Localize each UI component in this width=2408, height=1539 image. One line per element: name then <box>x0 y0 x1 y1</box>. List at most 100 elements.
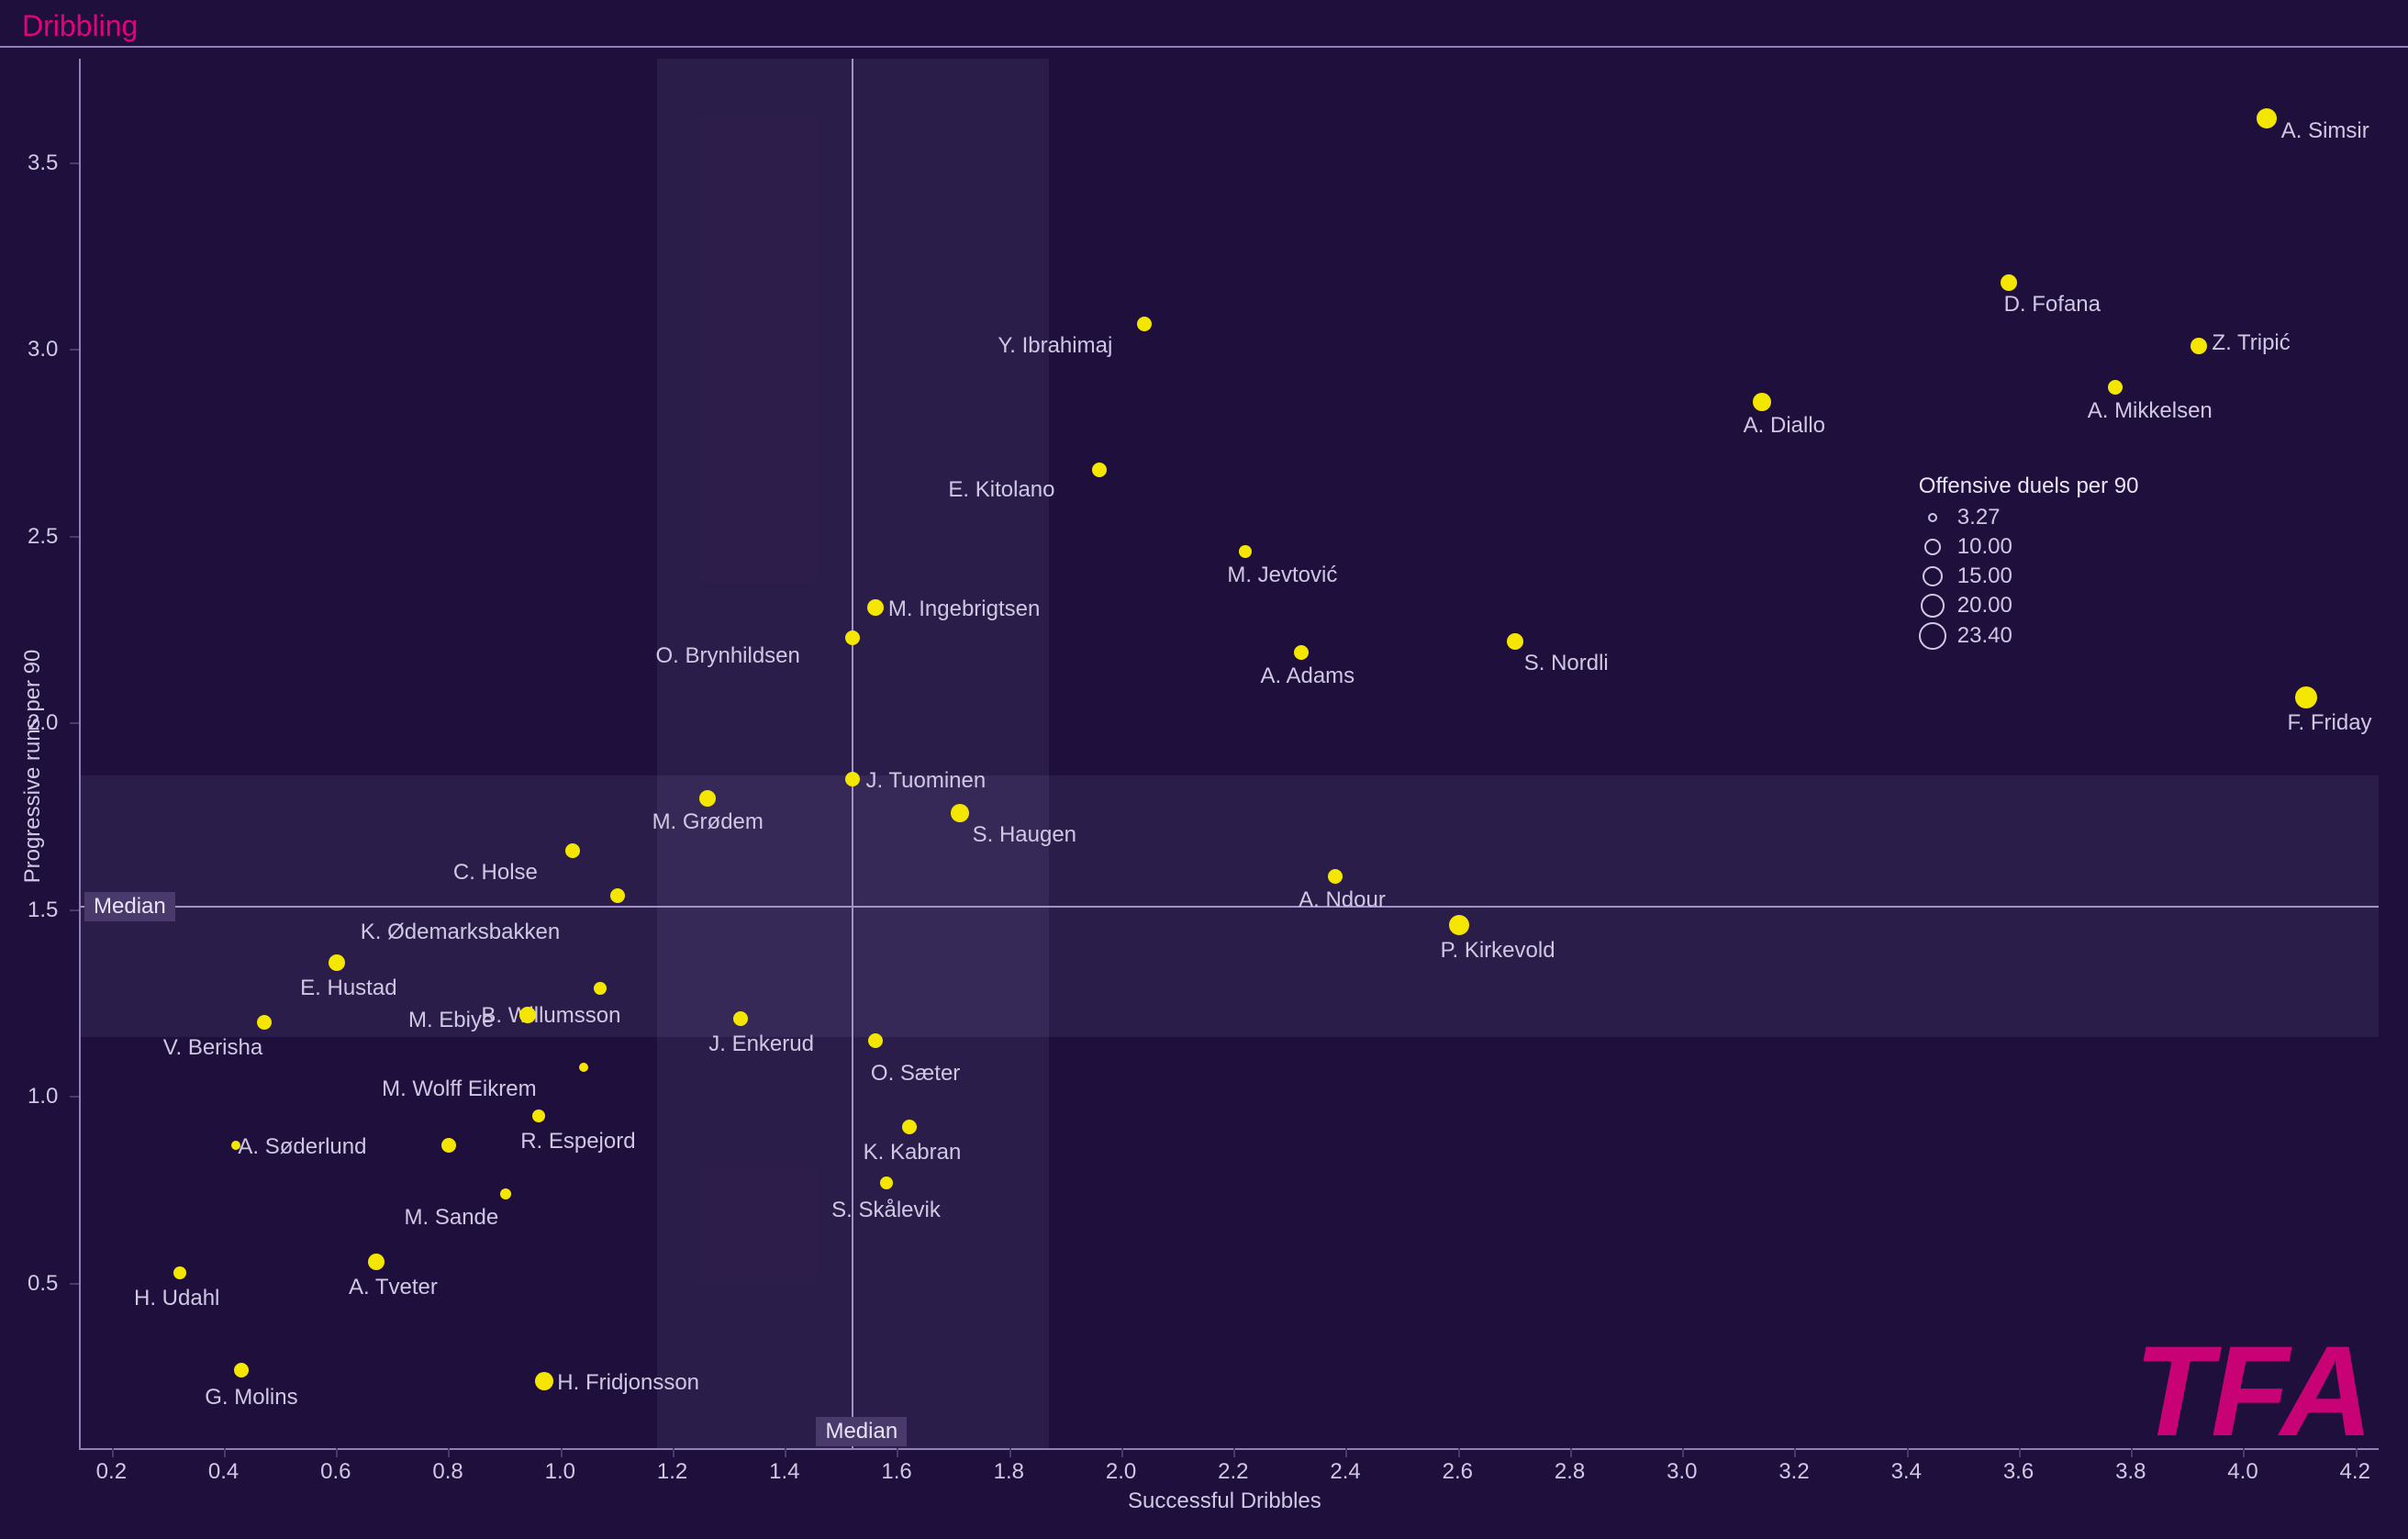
data-point-label: S. Nordli <box>1524 651 1609 676</box>
data-point-label: A. Søderlund <box>238 1134 366 1160</box>
data-point-label: H. Udahl <box>134 1286 219 1311</box>
legend-row: 15.00 <box>1919 563 2139 589</box>
data-point-label: A. Ndour <box>1299 887 1386 913</box>
legend-label: 20.00 <box>1957 593 2012 619</box>
data-point <box>951 804 969 822</box>
x-tick-label: 0.4 <box>208 1459 239 1485</box>
data-point <box>234 1363 249 1377</box>
data-point-label: S. Skålevik <box>831 1198 941 1223</box>
data-point-label: E. Hustad <box>300 976 396 1001</box>
data-point <box>699 790 716 807</box>
chart-title: Dribbling <box>22 9 138 43</box>
legend-title: Offensive duels per 90 <box>1919 474 2139 499</box>
x-tick <box>2019 1448 2021 1457</box>
legend-swatch <box>1928 513 1937 522</box>
data-point <box>368 1254 385 1270</box>
x-tick <box>1345 1448 1347 1457</box>
chart-root: Dribbling Offensive duels per 90 3.27 10.0… <box>0 0 2408 1539</box>
y-axis-label: Progressive runs per 90 <box>20 638 46 895</box>
x-tick <box>2356 1448 2358 1457</box>
y-tick <box>70 909 79 911</box>
data-point-label: F. Friday <box>2288 710 2372 736</box>
data-point-label: K. Ødemarksbakken <box>361 920 560 945</box>
y-tick-label: 3.0 <box>28 337 58 362</box>
x-tick-label: 0.2 <box>96 1459 127 1485</box>
data-point-label: J. Enkerud <box>708 1032 814 1057</box>
data-point-label: O. Sæter <box>871 1061 960 1087</box>
data-point-label: C. Holse <box>453 860 538 886</box>
x-tick-label: 1.6 <box>881 1459 911 1485</box>
data-point <box>329 954 345 971</box>
y-tick-label: 2.0 <box>28 710 58 736</box>
legend-row: 3.27 <box>1919 505 2139 530</box>
x-tick <box>673 1448 674 1457</box>
x-tick <box>1907 1448 1909 1457</box>
x-tick-label: 3.2 <box>1778 1459 1809 1485</box>
legend-row: 20.00 <box>1919 593 2139 619</box>
data-point-label: M. Jevtović <box>1227 563 1337 588</box>
legend-label: 23.40 <box>1957 623 2012 649</box>
data-point <box>2295 686 2317 708</box>
x-tick <box>1794 1448 1796 1457</box>
y-tick <box>70 536 79 538</box>
data-point <box>845 630 860 645</box>
data-point-label: A. Simsir <box>2281 118 2369 144</box>
data-point <box>257 1015 272 1030</box>
data-point <box>231 1141 240 1150</box>
data-point-label: E. Kitolano <box>948 477 1054 503</box>
x-tick-label: 2.0 <box>1106 1459 1136 1485</box>
x-tick <box>2131 1448 2133 1457</box>
data-point <box>2257 108 2277 128</box>
data-point <box>868 1033 883 1048</box>
x-tick <box>785 1448 786 1457</box>
data-point <box>535 1372 553 1390</box>
legend-swatch <box>1921 594 1945 618</box>
data-point-label: M. Wolff Eikrem <box>382 1076 536 1102</box>
y-tick <box>70 722 79 724</box>
y-tick-label: 1.0 <box>28 1084 58 1110</box>
legend-row: 10.00 <box>1919 534 2139 560</box>
x-tick <box>561 1448 563 1457</box>
plot-top-border <box>0 46 2408 48</box>
x-tick-label: 2.4 <box>1330 1459 1360 1485</box>
data-point <box>1328 869 1343 884</box>
data-point-label: M. Grødem <box>652 809 764 835</box>
data-point <box>579 1063 588 1072</box>
x-tick <box>1121 1448 1123 1457</box>
size-legend: Offensive duels per 90 3.27 10.00 15.00 20.0… <box>1919 474 2139 653</box>
y-tick <box>70 1283 79 1285</box>
data-point <box>733 1011 748 1026</box>
x-tick <box>112 1448 114 1457</box>
x-tick-label: 1.8 <box>994 1459 1024 1485</box>
data-point-label: B. Willumsson <box>481 1003 620 1029</box>
x-tick <box>1233 1448 1235 1457</box>
y-tick <box>70 349 79 351</box>
data-point-label: Y. Ibrahimaj <box>998 333 1112 359</box>
data-point-label: M. Sande <box>405 1205 499 1231</box>
data-point <box>594 982 607 995</box>
data-point <box>519 1007 536 1023</box>
x-axis-label: Successful Dribbles <box>1128 1489 1321 1514</box>
data-point-label: A. Adams <box>1260 664 1354 689</box>
data-point <box>441 1138 456 1153</box>
x-tick-label: 3.4 <box>1891 1459 1922 1485</box>
x-tick-label: 3.6 <box>2003 1459 2034 1485</box>
x-tick-label: 0.6 <box>320 1459 351 1485</box>
data-point-label: A. Diallo <box>1744 413 1825 439</box>
data-point-label: M. Ingebrigtsen <box>888 597 1040 622</box>
legend-label: 3.27 <box>1957 505 2001 530</box>
data-point <box>1092 463 1107 477</box>
legend-label: 15.00 <box>1957 563 2012 589</box>
y-tick-label: 3.5 <box>28 151 58 176</box>
x-tick <box>448 1448 450 1457</box>
data-point-label: Z. Tripić <box>2212 330 2290 356</box>
median-line-x <box>852 59 853 1448</box>
y-tick-label: 0.5 <box>28 1271 58 1297</box>
legend-swatch <box>1919 622 1946 650</box>
data-point <box>173 1266 186 1279</box>
x-tick-label: 2.6 <box>1443 1459 1473 1485</box>
data-point <box>902 1120 917 1134</box>
data-point <box>845 772 860 786</box>
x-tick-label: 2.8 <box>1555 1459 1585 1485</box>
data-point-label: M. Ebiye <box>408 1008 494 1033</box>
